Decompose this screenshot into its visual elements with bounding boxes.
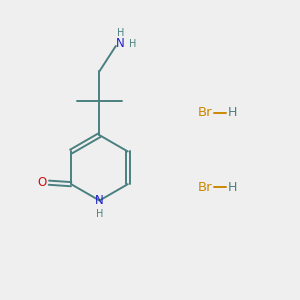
Text: O: O bbox=[38, 176, 47, 189]
Text: H: H bbox=[129, 39, 136, 49]
Text: N: N bbox=[95, 194, 104, 207]
Text: H: H bbox=[228, 106, 237, 119]
Text: Br: Br bbox=[198, 106, 212, 119]
Text: H: H bbox=[96, 209, 103, 219]
Text: H: H bbox=[117, 28, 124, 38]
Text: H: H bbox=[228, 181, 237, 194]
Text: N: N bbox=[116, 37, 125, 50]
Text: Br: Br bbox=[198, 181, 212, 194]
